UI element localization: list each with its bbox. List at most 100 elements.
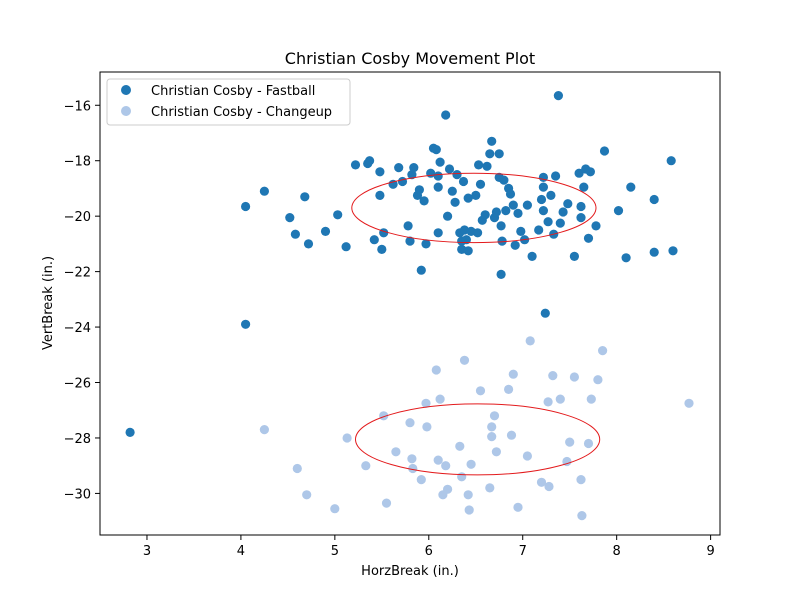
data-point-fastball bbox=[626, 182, 636, 192]
x-tick-label: 4 bbox=[237, 544, 245, 559]
data-point-changeup bbox=[491, 447, 501, 457]
data-point-fastball bbox=[473, 228, 483, 238]
y-tick-label: −22 bbox=[64, 266, 91, 281]
data-point-fastball bbox=[458, 176, 469, 187]
data-point-changeup bbox=[577, 510, 587, 521]
data-point-changeup bbox=[598, 346, 608, 356]
data-point-fastball bbox=[496, 269, 506, 279]
data-point-fastball bbox=[403, 221, 413, 231]
data-point-fastball bbox=[333, 210, 343, 220]
data-point-changeup bbox=[555, 394, 565, 404]
data-point-changeup bbox=[576, 475, 586, 485]
data-point-fastball bbox=[585, 167, 596, 177]
data-point-changeup bbox=[684, 398, 694, 408]
data-point-fastball bbox=[433, 228, 443, 238]
data-point-changeup bbox=[475, 386, 486, 396]
data-point-changeup bbox=[405, 418, 415, 428]
data-point-changeup bbox=[302, 490, 312, 500]
x-tick-label: 9 bbox=[706, 544, 714, 559]
data-point-fastball bbox=[419, 196, 429, 206]
data-point-changeup bbox=[489, 411, 500, 421]
data-point-fastball bbox=[508, 200, 518, 210]
data-point-fastball bbox=[538, 172, 549, 182]
data-point-fastball bbox=[551, 171, 561, 181]
legend-marker-changeup bbox=[121, 106, 131, 116]
data-point-changeup bbox=[548, 371, 558, 381]
y-tick-label: −16 bbox=[64, 99, 91, 114]
data-point-fastball bbox=[341, 242, 351, 252]
data-point-fastball bbox=[527, 251, 537, 261]
data-point-fastball bbox=[501, 206, 511, 216]
data-point-fastball bbox=[300, 192, 310, 202]
data-point-changeup bbox=[485, 483, 495, 493]
data-point-changeup bbox=[536, 477, 547, 487]
data-point-fastball bbox=[505, 189, 516, 199]
data-point-fastball bbox=[435, 157, 445, 167]
data-point-fastball bbox=[510, 240, 520, 250]
data-point-changeup bbox=[433, 455, 443, 465]
data-point-fastball bbox=[414, 185, 424, 195]
plot-frame bbox=[99, 71, 721, 536]
data-point-fastball bbox=[474, 160, 484, 170]
y-axis-label: VertBreak (in.) bbox=[41, 256, 56, 350]
data-point-fastball bbox=[666, 156, 676, 166]
x-tick-label: 8 bbox=[613, 544, 621, 559]
data-point-changeup bbox=[361, 461, 371, 471]
data-point-fastball bbox=[409, 163, 419, 173]
data-point-changeup bbox=[408, 463, 418, 474]
data-point-fastball bbox=[241, 319, 251, 329]
data-point-changeup bbox=[508, 369, 518, 379]
data-point-fastball bbox=[443, 211, 453, 221]
data-point-changeup bbox=[330, 504, 340, 514]
data-point-changeup bbox=[422, 422, 432, 432]
data-point-fastball bbox=[540, 308, 550, 318]
data-point-fastball bbox=[471, 190, 481, 200]
data-point-fastball bbox=[463, 193, 473, 203]
data-point-fastball bbox=[499, 175, 509, 185]
data-point-fastball bbox=[494, 149, 504, 159]
data-point-changeup bbox=[259, 425, 269, 435]
data-point-fastball bbox=[569, 251, 580, 261]
y-tick-label: −30 bbox=[64, 487, 91, 502]
data-point-fastball bbox=[480, 210, 490, 220]
data-point-fastball bbox=[365, 156, 375, 166]
data-point-fastball bbox=[241, 201, 251, 212]
data-point-fastball bbox=[397, 176, 408, 187]
data-point-fastball bbox=[285, 213, 295, 223]
data-point-fastball bbox=[433, 171, 443, 181]
data-point-changeup bbox=[504, 384, 514, 394]
data-point-fastball bbox=[463, 246, 473, 256]
data-point-fastball bbox=[433, 182, 443, 192]
x-tick-label: 3 bbox=[143, 544, 151, 559]
data-point-fastball bbox=[487, 136, 497, 146]
data-point-fastball bbox=[416, 265, 426, 275]
data-point-fastball bbox=[259, 186, 269, 196]
data-point-fastball bbox=[546, 190, 556, 200]
data-point-changeup bbox=[435, 394, 445, 404]
data-point-fastball bbox=[461, 235, 471, 245]
y-tick-label: −20 bbox=[64, 210, 91, 225]
y-tick-label: −26 bbox=[64, 377, 91, 392]
data-point-fastball bbox=[555, 218, 565, 228]
data-point-fastball bbox=[405, 236, 415, 246]
data-point-fastball bbox=[534, 225, 544, 235]
data-point-fastball bbox=[350, 160, 361, 170]
data-point-changeup bbox=[342, 433, 352, 443]
data-point-changeup bbox=[586, 394, 596, 404]
data-point-fastball bbox=[491, 207, 501, 217]
data-point-fastball bbox=[444, 164, 455, 174]
data-point-fastball bbox=[441, 110, 451, 120]
data-point-fastball bbox=[522, 200, 533, 210]
data-point-changeup bbox=[407, 454, 417, 464]
data-point-fastball bbox=[558, 207, 568, 217]
data-point-changeup bbox=[443, 484, 453, 494]
data-point-fastball bbox=[496, 221, 506, 231]
chart-title: Christian Cosby Movement Plot bbox=[285, 49, 535, 68]
data-point-fastball bbox=[482, 161, 492, 171]
data-point-changeup bbox=[466, 459, 476, 469]
data-point-fastball bbox=[668, 246, 678, 256]
data-point-fastball bbox=[574, 168, 584, 178]
data-point-fastball bbox=[450, 197, 460, 207]
data-point-fastball bbox=[125, 427, 135, 437]
data-point-changeup bbox=[569, 372, 580, 382]
